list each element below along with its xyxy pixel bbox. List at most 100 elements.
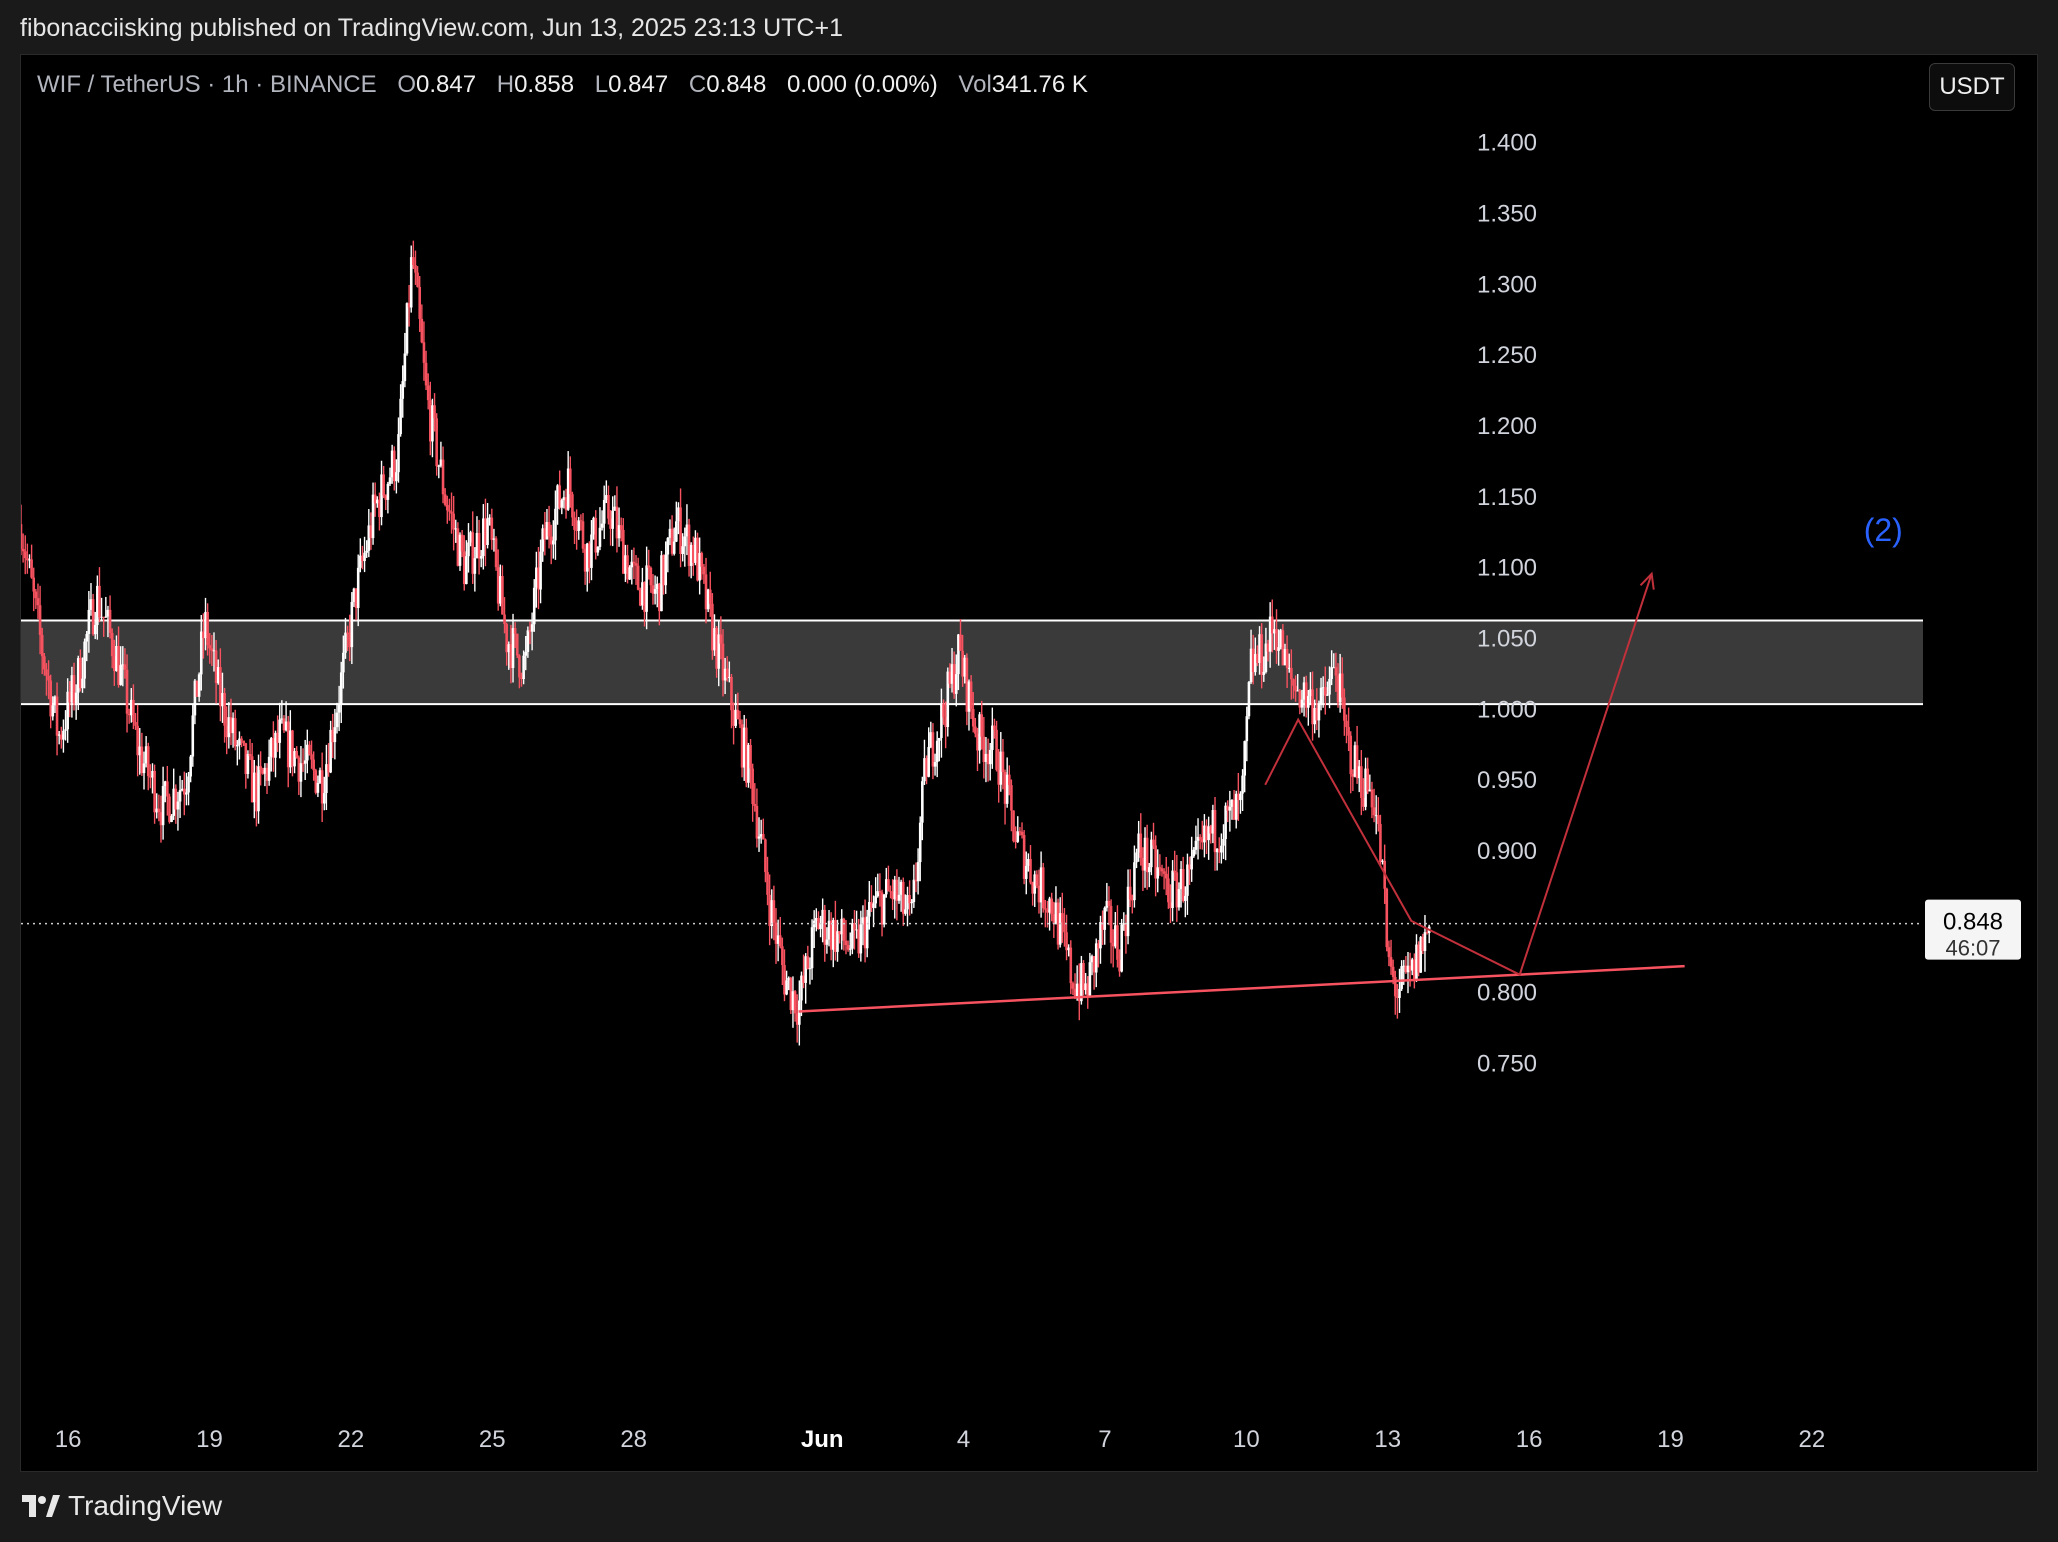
candle-body: [925, 758, 928, 777]
candle-body: [1211, 810, 1215, 834]
candle-body: [1052, 914, 1056, 924]
candle-body: [732, 710, 735, 726]
candle-body: [698, 553, 701, 581]
y-tick-label: 1.050: [1477, 626, 1537, 653]
candle-body: [346, 632, 349, 634]
candle-body: [1349, 735, 1353, 775]
candle-body: [806, 956, 810, 969]
candle-body: [914, 879, 918, 882]
candle-body: [57, 734, 61, 736]
x-tick-label: 25: [479, 1426, 506, 1453]
candle-body: [1147, 867, 1151, 873]
candle-body: [1075, 983, 1079, 997]
candle-body: [168, 796, 171, 822]
currency-button[interactable]: USDT: [1929, 63, 2015, 111]
candle-body: [645, 565, 648, 612]
candle-body: [193, 680, 197, 716]
candle-body: [1024, 865, 1028, 879]
drawing-lines[interactable]: (2): [21, 512, 1923, 1013]
candle-body: [789, 977, 793, 1011]
candle-body: [511, 628, 515, 669]
candle-body: [136, 725, 139, 756]
candle-body: [1277, 647, 1280, 651]
symbol-label[interactable]: WIF / TetherUS · 1h · BINANCE: [37, 71, 377, 98]
candle-body: [655, 583, 659, 590]
candle-body: [825, 939, 829, 945]
candle-body: [1281, 630, 1285, 666]
candle-body: [327, 764, 330, 773]
candle-body: [857, 929, 861, 954]
candle-body: [651, 585, 655, 594]
price-chart[interactable]: (2) 1.4001.3501.3001.2501.2001.1501.1001…: [21, 55, 2037, 1471]
candle-body: [802, 975, 805, 983]
candle-body: [1268, 616, 1272, 652]
candle-body: [1058, 913, 1062, 945]
candle-body: [263, 767, 267, 774]
candle-body: [426, 385, 430, 401]
candle-body: [935, 740, 939, 763]
candle-body: [225, 725, 229, 738]
candle-body: [1332, 667, 1336, 669]
candle-body: [1097, 943, 1100, 949]
candle-body: [280, 718, 284, 720]
x-tick-label: 4: [957, 1426, 970, 1453]
candle-body: [89, 599, 93, 610]
candle-body: [482, 518, 485, 557]
candle-body: [596, 546, 600, 553]
footer: TradingView: [0, 1478, 2058, 1542]
candle-body: [959, 634, 962, 651]
candle-body: [1173, 870, 1177, 873]
close-label: C: [688, 71, 707, 98]
tradingview-brand[interactable]: TradingView: [20, 1490, 222, 1522]
candle-body: [1419, 937, 1423, 973]
candle-body: [74, 692, 78, 703]
candle-body: [484, 518, 487, 546]
candle-body: [999, 751, 1003, 785]
candle-body: [776, 935, 780, 944]
candle-body: [1404, 965, 1408, 973]
candle-body: [1135, 852, 1138, 863]
candle-body: [630, 561, 634, 568]
candle-body: [435, 418, 438, 467]
candle-body: [783, 965, 786, 995]
candle-body: [742, 727, 746, 768]
candle-body: [571, 494, 574, 518]
candle-body: [293, 751, 296, 767]
candle-body: [944, 717, 947, 727]
candle-body: [146, 746, 150, 777]
candle-body: [1160, 868, 1164, 872]
candle-body: [412, 257, 415, 266]
y-tick-label: 1.250: [1477, 342, 1537, 369]
candle-body: [1069, 947, 1073, 984]
candle-body: [961, 650, 964, 677]
candle-body: [1243, 741, 1246, 776]
candle-body: [1018, 831, 1022, 833]
candle-body: [115, 646, 118, 672]
candle-body: [301, 763, 305, 765]
candle-body: [409, 257, 413, 308]
candle-body: [132, 699, 135, 723]
x-tick-label: 19: [1657, 1426, 1684, 1453]
candle-body: [598, 527, 602, 547]
candle-body: [178, 790, 182, 802]
candle-body: [1279, 630, 1283, 648]
candle-body: [1014, 841, 1017, 843]
candle-body: [189, 756, 192, 777]
candle-body: [448, 510, 451, 512]
candle-body: [30, 559, 33, 578]
candle-body: [401, 381, 405, 399]
candle-body: [166, 781, 169, 797]
candle-body: [236, 745, 239, 747]
candle-body: [129, 699, 133, 716]
candle-body: [691, 544, 695, 563]
candle-body: [696, 537, 699, 581]
candle-body: [1254, 653, 1257, 673]
candle-body: [1027, 858, 1030, 866]
candle-body: [971, 708, 975, 727]
candle-body: [329, 729, 332, 773]
candle-body: [1222, 839, 1225, 846]
candle-body: [921, 781, 924, 823]
candle-body: [34, 591, 38, 599]
publish-info: fibonacciisking published on TradingView…: [20, 14, 843, 42]
chart-area[interactable]: (2) 1.400 1.350 1.300 1.250 1.200 1.150 1.100 1…: [20, 54, 2038, 1472]
